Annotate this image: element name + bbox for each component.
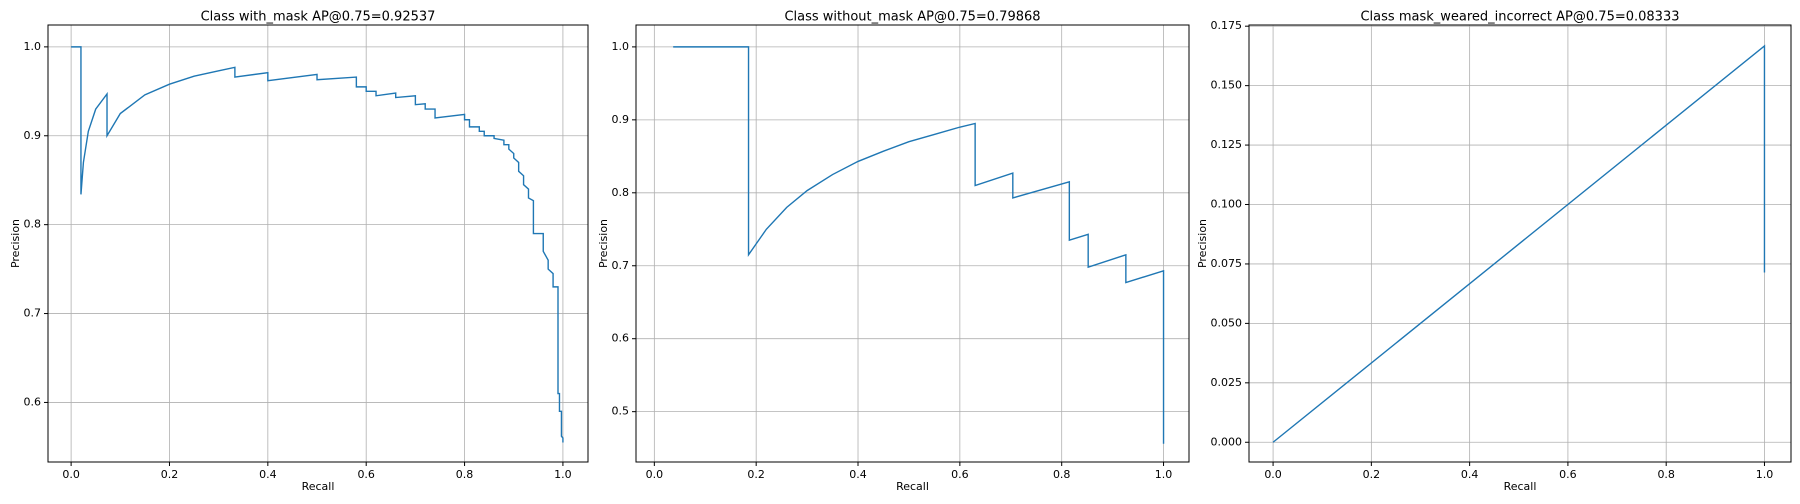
axes-frame — [1248, 24, 1792, 463]
chart-title: Class without_mask AP@0.75=0.79868 — [784, 10, 1040, 25]
x-tick-label: 0.0 — [1264, 468, 1282, 481]
y-axis-label: Precision — [1196, 219, 1209, 268]
pr-curve — [1272, 44, 1766, 443]
x-tick-label: 0.0 — [646, 468, 664, 481]
subplot: 0.0 0.2 0.4 0.6 0.8 1.0 0.6 0.7 0.8 0.9 1.0 Class w… — [9, 10, 589, 493]
x-tick-label: 0.0 — [62, 468, 80, 481]
y-tick-label: 0.000 — [1211, 435, 1243, 448]
x-tick-label: 0.8 — [1053, 468, 1071, 481]
x-tick-label: 0.6 — [357, 468, 375, 481]
y-tick-label: 1.0 — [24, 40, 42, 53]
y-tick-label: 0.5 — [612, 405, 630, 418]
y-tick-label: 0.6 — [24, 395, 42, 408]
x-tick-label: 0.6 — [1559, 468, 1577, 481]
x-tick-label: 0.6 — [951, 468, 969, 481]
pr-curve — [673, 46, 1165, 444]
axes-frame — [635, 24, 1190, 463]
x-tick-label: 0.4 — [849, 468, 867, 481]
chart-title: Class mask_weared_incorrect AP@0.75=0.08… — [1360, 10, 1679, 25]
subplot: 0.0 0.2 0.4 0.6 0.8 1.0 0.000 0.025 0.050 0.075 0.… — [1196, 10, 1792, 493]
x-axis-label: Recall — [896, 480, 929, 493]
x-tick-label: 0.8 — [456, 468, 474, 481]
y-tick-label: 0.8 — [612, 186, 630, 199]
pr-curve — [71, 46, 564, 443]
x-tick-label: 0.2 — [161, 468, 179, 481]
x-tick-label: 1.0 — [554, 468, 572, 481]
y-tick-label: 0.075 — [1211, 257, 1243, 270]
x-tick-label: 0.2 — [1363, 468, 1381, 481]
x-tick-label: 0.8 — [1657, 468, 1675, 481]
x-tick-label: 0.4 — [1461, 468, 1479, 481]
y-tick-label: 0.8 — [24, 218, 42, 231]
x-tick-label: 1.0 — [1155, 468, 1173, 481]
axes-frame — [47, 24, 589, 463]
y-tick-label: 0.050 — [1211, 316, 1243, 329]
x-tick-label: 0.4 — [259, 468, 277, 481]
x-axis-label: Recall — [1504, 480, 1537, 493]
y-tick-label: 0.6 — [612, 332, 630, 345]
chart-title: Class with_mask AP@0.75=0.92537 — [201, 10, 436, 25]
y-tick-label: 0.9 — [612, 113, 630, 126]
x-axis-label: Recall — [302, 480, 335, 493]
x-tick-label: 1.0 — [1756, 468, 1774, 481]
y-axis-label: Precision — [9, 219, 22, 268]
y-tick-label: 1.0 — [612, 40, 630, 53]
y-tick-label: 0.125 — [1211, 138, 1243, 151]
subplot: 0.0 0.2 0.4 0.6 0.8 1.0 0.5 0.6 0.7 0.8 0.9 1.0 Clas… — [597, 10, 1190, 493]
y-tick-label: 0.025 — [1211, 376, 1243, 389]
y-tick-label: 0.150 — [1211, 79, 1243, 92]
y-tick-label: 0.7 — [612, 259, 630, 272]
x-tick-label: 0.2 — [747, 468, 765, 481]
y-axis-label: Precision — [597, 219, 610, 268]
y-tick-label: 0.175 — [1211, 19, 1243, 32]
y-tick-label: 0.100 — [1211, 198, 1243, 211]
y-tick-label: 0.7 — [24, 307, 42, 320]
y-tick-label: 0.9 — [24, 129, 42, 142]
